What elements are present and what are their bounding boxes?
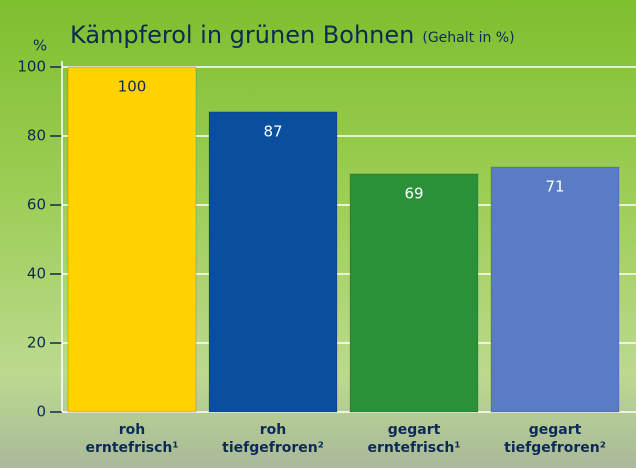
y-tick-label: 40 [27,265,46,283]
x-tick-label: roh erntefrisch¹ [85,422,178,456]
chart-title: Kämpferol in grünen Bohnen [70,21,414,49]
x-tick-label: gegart tiefgefroren² [504,422,606,456]
value-label: 100 [118,78,147,96]
y-tick-label: 60 [27,196,46,214]
bar [490,166,620,413]
chart-subtitle: (Gehalt in %) [422,30,514,46]
value-label: 87 [263,122,282,140]
x-tick-label: roh tiefgefroren² [222,422,324,456]
y-tick-label: 0 [36,403,46,421]
y-tick-label: 80 [27,127,46,145]
bar [67,66,197,413]
value-label: 71 [545,178,564,196]
y-tick-label: 100 [17,58,46,76]
y-axis-label: % [33,37,47,55]
y-tick-label: 20 [27,334,46,352]
x-tick-label: gegart erntefrisch¹ [367,422,460,456]
bar [208,111,338,413]
bar [349,173,479,413]
value-label: 69 [404,184,423,202]
